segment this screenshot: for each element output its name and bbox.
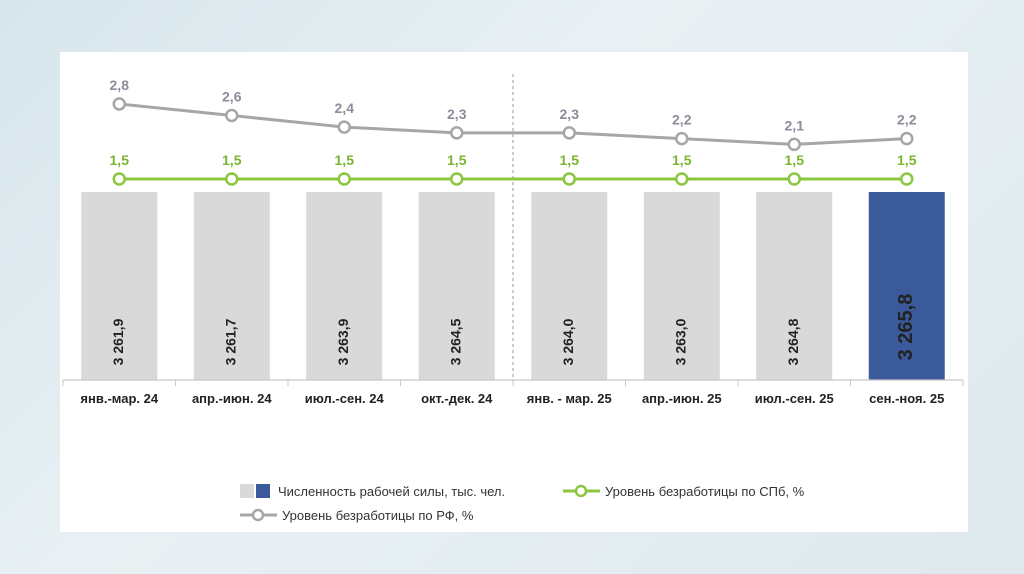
line-point-marker bbox=[562, 126, 576, 140]
bar-value-label: 3 263,9 bbox=[335, 318, 351, 365]
rf-unemployment-line bbox=[119, 102, 907, 146]
legend-swatch-bar-gray bbox=[240, 484, 254, 498]
bar-labor-force bbox=[756, 192, 833, 380]
legend-label-labor-force: Численность рабочей силы, тыс. чел. bbox=[278, 484, 505, 499]
line-point-label: 2,4 bbox=[335, 100, 355, 116]
slide-panel: 3 261,9 3 261,7 3 263,9 3 264,5 3 264,0 3 263… bbox=[60, 52, 968, 532]
line-point-label: 2,6 bbox=[222, 89, 242, 105]
x-tick-label: июл.-сен. 25 bbox=[755, 391, 834, 406]
line-point-marker bbox=[112, 172, 126, 186]
line-point-marker bbox=[225, 108, 239, 123]
line-point-label: 1,5 bbox=[222, 152, 242, 168]
line-point-marker bbox=[112, 97, 126, 111]
bar-labor-force bbox=[306, 192, 383, 380]
legend-swatch-bar-blue bbox=[256, 484, 270, 498]
bar-labor-force bbox=[868, 192, 945, 380]
x-tick-label: сен.-ноя. 25 bbox=[869, 391, 944, 406]
x-tick-label: июл.-сен. 24 bbox=[305, 391, 385, 406]
line-point-marker bbox=[675, 172, 689, 186]
bar-value-label: 3 261,7 bbox=[222, 318, 238, 365]
bar-labor-force bbox=[418, 192, 495, 380]
line-point-marker bbox=[337, 120, 351, 134]
bar-value-label: 3 261,9 bbox=[110, 318, 126, 365]
line-point-label: 1,5 bbox=[335, 152, 355, 168]
line-point-marker bbox=[337, 172, 351, 186]
line-point-label: 1,5 bbox=[672, 152, 692, 168]
legend-label-rf: Уровень безработицы по РФ, % bbox=[282, 508, 474, 523]
line-point-label: 2,2 bbox=[897, 112, 917, 128]
legend-marker-spb bbox=[574, 484, 588, 498]
x-tick-label: апр.-июн. 24 bbox=[192, 391, 272, 406]
legend-marker-rf bbox=[251, 508, 265, 522]
line-point-marker bbox=[562, 172, 576, 186]
line-point-label: 2,3 bbox=[447, 106, 467, 122]
bar-labor-force bbox=[531, 192, 608, 380]
line-point-label: 1,5 bbox=[110, 152, 130, 168]
line-point-marker bbox=[787, 172, 801, 186]
bar-value-label: 3 263,0 bbox=[672, 318, 688, 365]
legend-label-spb: Уровень безработицы по СПб, % bbox=[605, 484, 805, 499]
bar-labor-force bbox=[193, 192, 270, 380]
line-point-label: 1,5 bbox=[785, 152, 805, 168]
line-point-label: 1,5 bbox=[447, 152, 467, 168]
line-point-marker bbox=[225, 172, 239, 186]
bar-value-label: 3 264,0 bbox=[560, 318, 576, 365]
line-point-label: 2,3 bbox=[560, 106, 580, 122]
bar-labor-force bbox=[81, 192, 158, 380]
chart: 3 261,9 3 261,7 3 263,9 3 264,5 3 264,0 3 263… bbox=[62, 74, 964, 523]
bar-value-label: 3 264,8 bbox=[785, 318, 801, 365]
bar-value-label: 3 264,5 bbox=[447, 318, 463, 365]
line-point-marker bbox=[787, 137, 801, 152]
line-point-label: 1,5 bbox=[897, 152, 917, 168]
bar-value-label: 3 265,8 bbox=[895, 294, 917, 361]
x-tick-label: апр.-июн. 25 bbox=[642, 391, 722, 406]
line-point-marker bbox=[450, 126, 464, 140]
line-point-marker bbox=[900, 172, 914, 186]
line-point-label: 2,1 bbox=[785, 117, 805, 133]
line-point-marker bbox=[675, 131, 689, 146]
x-tick-label: янв.-мар. 24 bbox=[80, 391, 158, 406]
line-point-label: 2,8 bbox=[110, 77, 130, 93]
line-point-label: 2,2 bbox=[672, 112, 692, 128]
line-point-marker bbox=[450, 172, 464, 186]
line-point-label: 1,5 bbox=[560, 152, 580, 168]
x-tick-label: янв. - мар. 25 bbox=[527, 391, 612, 406]
line-point-marker bbox=[900, 131, 914, 146]
x-tick-label: окт.-дек. 24 bbox=[421, 391, 493, 406]
bar-labor-force bbox=[643, 192, 720, 380]
